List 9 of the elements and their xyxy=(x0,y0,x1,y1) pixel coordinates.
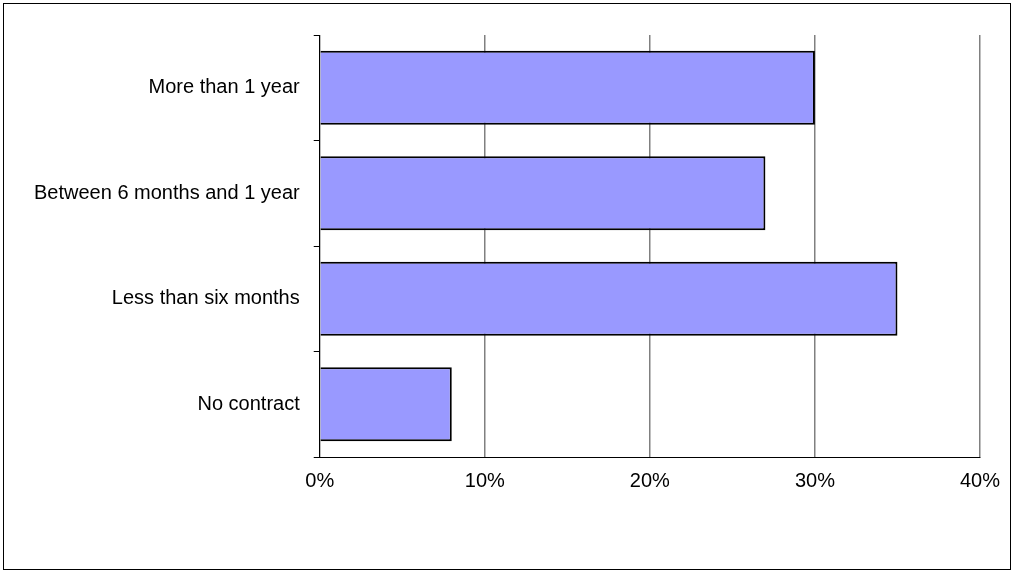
y-tick-label: More than 1 year xyxy=(148,75,301,98)
x-tick-label: 0% xyxy=(305,468,335,491)
x-tick-label: 30% xyxy=(794,468,836,491)
x-tick-label: 40% xyxy=(959,468,1001,491)
x-tick-label: 20% xyxy=(629,468,671,491)
y-tick-label: Less than six months xyxy=(111,286,300,309)
x-tick-label: 10% xyxy=(464,468,506,491)
y-tick-label: No contract xyxy=(197,391,301,414)
y-tick-label: Between 6 months and 1 year xyxy=(33,180,301,203)
